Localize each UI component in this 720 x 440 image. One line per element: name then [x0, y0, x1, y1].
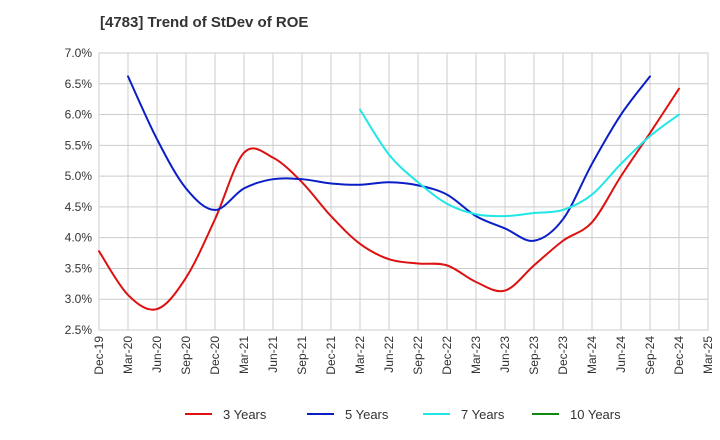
- y-tick-label: 4.5%: [65, 200, 93, 214]
- chart-title: [4783] Trend of StDev of ROE: [100, 14, 308, 31]
- x-tick-label: Dec-21: [324, 336, 338, 375]
- y-tick-label: 3.5%: [65, 261, 93, 275]
- series-line-5-years: [127, 75, 651, 242]
- legend-label: 3 Years: [223, 407, 267, 422]
- x-tick-label: Jun-24: [614, 336, 628, 373]
- x-tick-label: Sep-20: [179, 336, 193, 375]
- series-line-3-years: [98, 87, 680, 311]
- y-tick-label: 6.0%: [65, 108, 93, 122]
- x-tick-label: Jun-20: [150, 336, 164, 373]
- x-tick-label: Mar-21: [237, 336, 251, 374]
- x-tick-label: Sep-22: [411, 336, 425, 375]
- x-tick-label: Sep-24: [643, 336, 657, 375]
- x-tick-label: Mar-25: [701, 336, 715, 374]
- series-line-7-years: [359, 108, 680, 218]
- x-tick-label: Sep-21: [295, 336, 309, 375]
- series-lines: [98, 75, 680, 311]
- y-tick-label: 5.0%: [65, 169, 93, 183]
- x-tick-label: Mar-20: [121, 336, 135, 374]
- y-tick-label: 3.0%: [65, 292, 93, 306]
- grid: [98, 52, 709, 331]
- x-tick-label: Sep-23: [527, 336, 541, 375]
- x-tick-label: Jun-21: [266, 336, 280, 373]
- x-tick-label: Mar-22: [353, 336, 367, 374]
- x-tick-label: Mar-23: [469, 336, 483, 374]
- legend-label: 5 Years: [345, 407, 389, 422]
- x-tick-label: Dec-19: [92, 336, 106, 375]
- legend-label: 10 Years: [570, 407, 621, 422]
- x-tick-label: Dec-22: [440, 336, 454, 375]
- x-axis: Dec-19 Mar-20 Jun-20 Sep-20 Dec-20 Mar-21 Jun-…: [92, 336, 715, 375]
- legend-label: 7 Years: [461, 407, 505, 422]
- x-tick-label: Dec-20: [208, 336, 222, 375]
- plot-area-frame: [98, 52, 709, 331]
- y-tick-label: 4.0%: [65, 231, 93, 245]
- y-tick-label: 2.5%: [65, 323, 93, 337]
- y-tick-label: 7.0%: [65, 46, 93, 60]
- x-tick-label: Jun-23: [498, 336, 512, 373]
- legend: 3 Years 5 Years 7 Years 10 Years: [185, 407, 621, 422]
- y-axis: 7.0% 6.5% 6.0% 5.5% 5.0% 4.5% 4.0% 3.5% 3.0% 2.5%: [65, 46, 93, 337]
- x-tick-label: Jun-22: [382, 336, 396, 373]
- x-tick-label: Mar-24: [585, 336, 599, 374]
- y-tick-label: 6.5%: [65, 77, 93, 91]
- y-tick-label: 5.5%: [65, 138, 93, 152]
- x-tick-label: Dec-24: [672, 336, 686, 375]
- x-tick-label: Dec-23: [556, 336, 570, 375]
